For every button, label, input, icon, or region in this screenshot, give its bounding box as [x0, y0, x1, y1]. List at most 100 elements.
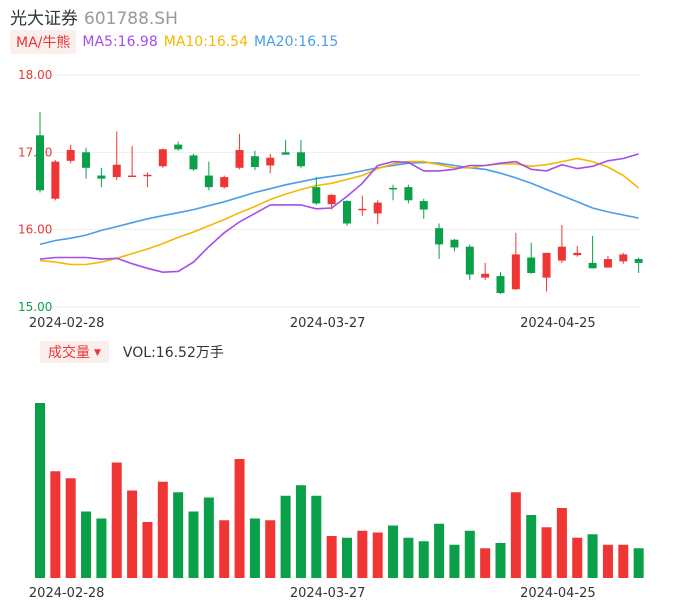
- volume-bar: [526, 515, 537, 578]
- price-x-tick-label: 2024-04-25: [520, 316, 596, 331]
- volume-tag-label: 成交量: [48, 345, 90, 361]
- volume-bar: [510, 492, 521, 578]
- volume-bar: [388, 525, 399, 578]
- candle-down: [204, 175, 213, 188]
- volume-bar: [372, 532, 383, 578]
- candle-up: [51, 161, 60, 199]
- volume-bar: [127, 490, 138, 578]
- volume-bar: [81, 511, 92, 578]
- candle-down: [296, 152, 305, 167]
- price-y-tick-label: 18.00: [18, 68, 52, 82]
- volume-bar: [449, 544, 460, 578]
- volume-bar: [65, 478, 76, 578]
- price-y-tick-label: 16.00: [18, 223, 52, 237]
- volume-bar: [249, 518, 260, 578]
- volume-bar: [342, 537, 352, 578]
- candle-up: [235, 150, 244, 168]
- ma20-line: [39, 161, 639, 246]
- price-candlestick-chart[interactable]: 18.00 17.00 16.00 15.00 2024-02-28 2024-03-27…: [0, 0, 686, 340]
- candle-up: [373, 202, 382, 214]
- volume-bar: [418, 541, 429, 578]
- candle-up: [66, 150, 75, 161]
- ma5-line: [39, 153, 639, 274]
- price-y-tick-label: 15.00: [18, 300, 52, 314]
- volume-bar: [311, 495, 322, 578]
- volume-bar: [35, 403, 45, 578]
- volume-bar: [587, 534, 598, 578]
- candle-up: [603, 259, 612, 268]
- candle-down: [404, 187, 413, 201]
- ma5-label: MA5:16.98: [82, 34, 158, 50]
- price-x-tick-label: 2024-02-28: [29, 316, 105, 331]
- volume-legend: 成交量 ▼ VOL:16.52万手: [40, 341, 224, 363]
- candle-up: [112, 164, 121, 178]
- candle-up: [573, 252, 582, 256]
- volume-bar: [219, 520, 230, 578]
- ma20-label: MA20:16.15: [254, 34, 339, 50]
- candle-up: [266, 157, 275, 166]
- volume-value-label: VOL:16.52万手: [122, 345, 224, 361]
- volume-bar: [434, 523, 445, 578]
- candle-up: [128, 175, 137, 178]
- price-x-tick-label: 2024-03-27: [290, 316, 366, 331]
- volume-bar: [541, 527, 552, 578]
- volume-bar: [234, 459, 245, 578]
- candle-down: [389, 187, 398, 190]
- stock-title: 光大证券 601788.SH: [10, 4, 178, 29]
- stock-code: 601788.SH: [84, 9, 178, 29]
- candle-up: [327, 194, 336, 205]
- volume-bar: [203, 497, 214, 578]
- volume-bar: [464, 530, 475, 578]
- candle-down: [450, 239, 459, 248]
- volume-bar: [96, 518, 107, 578]
- candle-down: [82, 152, 91, 168]
- volume-x-tick-label: 2024-03-27: [290, 586, 366, 601]
- volume-bar: [157, 481, 168, 578]
- candle-down: [496, 276, 505, 294]
- ma-legend: MA/牛熊 MA5:16.98 MA10:16.54 MA20:16.15: [10, 30, 344, 54]
- volume-bar: [572, 537, 583, 578]
- volume-bar: [357, 530, 368, 578]
- volume-bar: [480, 548, 491, 578]
- volume-bar: [142, 522, 153, 578]
- volume-indicator-tag[interactable]: 成交量 ▼: [40, 341, 109, 363]
- volume-x-tick-label: 2024-02-28: [29, 586, 105, 601]
- caret-down-icon: ▼: [94, 348, 101, 358]
- candle-up: [511, 254, 520, 290]
- stock-name: 光大证券: [10, 9, 78, 29]
- candle-up: [542, 252, 551, 278]
- candle-down: [281, 152, 290, 155]
- ma10-label: MA10:16.54: [163, 34, 249, 50]
- volume-bar: [602, 544, 613, 578]
- candle-down: [174, 144, 183, 150]
- candle-down: [527, 257, 536, 273]
- candle-down: [36, 135, 44, 191]
- candle-down: [250, 156, 259, 168]
- volume-bar: [188, 511, 199, 578]
- ma-bull-bear-tag[interactable]: MA/牛熊: [10, 30, 77, 54]
- volume-bar: [111, 462, 122, 578]
- candle-down: [97, 175, 106, 179]
- candle-up: [158, 149, 167, 167]
- volume-bar: [633, 548, 644, 578]
- ma10-line: [39, 157, 640, 266]
- candle-down: [435, 228, 444, 245]
- volume-bar: [495, 543, 506, 578]
- volume-bar: [556, 508, 567, 578]
- candle-down: [634, 259, 643, 263]
- candle-down: [343, 201, 351, 224]
- volume-bar: [173, 492, 184, 578]
- volume-bar: [50, 471, 61, 578]
- candle-down: [588, 262, 597, 269]
- candle-down: [189, 155, 198, 170]
- candle-up: [220, 177, 229, 188]
- volume-x-tick-label: 2024-04-25: [520, 586, 596, 601]
- candle-down: [465, 246, 474, 275]
- volume-bar: [403, 537, 414, 578]
- volume-bar: [295, 485, 306, 578]
- candle-up: [358, 208, 367, 211]
- candle-up: [557, 246, 566, 261]
- volume-bar: [280, 495, 291, 578]
- candle-down: [419, 201, 428, 210]
- candle-down: [312, 187, 321, 204]
